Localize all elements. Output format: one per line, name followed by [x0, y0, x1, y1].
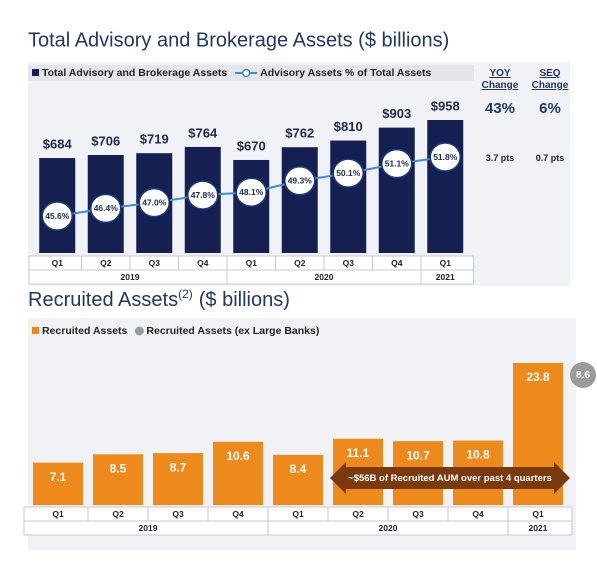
- legend-label: Advisory Assets % of Total Assets: [260, 67, 431, 79]
- line-marker: [187, 180, 219, 210]
- summary-value: 43%: [484, 100, 516, 117]
- title-part: Recruited Assets: [28, 289, 178, 311]
- bar: [330, 140, 367, 253]
- x-group-label: 2021: [436, 272, 455, 282]
- title-part: (2): [178, 287, 193, 301]
- bar: [93, 454, 143, 505]
- summary-header: SEQ Change: [531, 68, 569, 91]
- value-label: $670: [237, 138, 266, 153]
- bar: [281, 147, 318, 253]
- value-label: $762: [285, 126, 314, 141]
- bar: [273, 454, 323, 505]
- value-label: 23.8: [526, 370, 550, 384]
- chart-title: Total Advisory and Brokerage Assets ($ b…: [28, 29, 449, 51]
- x-group-label: 2020: [315, 272, 334, 282]
- annotation: ~$56B of Recruited AUM over past 4 quart…: [348, 473, 552, 484]
- badge: [570, 362, 596, 388]
- value-label: 49.3%: [288, 176, 313, 186]
- summary-value: 6%: [539, 100, 561, 117]
- x-tick-label: Q3: [149, 258, 161, 268]
- line-marker: [41, 201, 73, 231]
- legend-label: Total Advisory and Brokerage Assets: [42, 67, 227, 79]
- line-marker: [90, 193, 122, 224]
- title-part: ($ billions): [199, 289, 290, 311]
- x-tick-label: Q1: [246, 258, 258, 268]
- x-tick-label: Q1: [440, 258, 452, 268]
- value-label: $903: [382, 106, 411, 121]
- x-group-label: 2019: [139, 523, 158, 533]
- value-label: 51.1%: [385, 158, 410, 168]
- value-label: 48.1%: [239, 187, 264, 197]
- x-tick-label: Q3: [412, 509, 424, 519]
- summary-column: YOY Change 43% 3.7 pts: [477, 68, 523, 163]
- value-label: 47.8%: [191, 190, 216, 200]
- x-tick-label: Q4: [232, 509, 244, 519]
- legend-swatch: [32, 69, 39, 76]
- value-label: 8.4: [290, 462, 307, 476]
- legend-band: [28, 323, 570, 339]
- summary-column: SEQ Change 6% 0.7 pts: [527, 68, 573, 163]
- value-label: $706: [91, 133, 120, 148]
- summary-header: YOY Change: [481, 68, 519, 91]
- value-label: 51.8%: [433, 152, 458, 162]
- x-group-label: 2021: [529, 523, 548, 533]
- summary-value: 3.7 pts: [485, 153, 515, 163]
- line-marker: [332, 158, 364, 188]
- chart-title: Recruited Assets(2) ($ billions): [28, 287, 290, 311]
- value-label: 45.6%: [45, 211, 70, 221]
- legend-marker: [134, 326, 144, 336]
- value-label: 7.1: [50, 470, 67, 484]
- line-marker: [235, 177, 267, 207]
- line-marker: [381, 148, 413, 179]
- x-tick-label: Q3: [343, 258, 355, 268]
- legend-label: Recruited Assets (ex Large Banks): [146, 325, 319, 337]
- x-group-label: 2019: [121, 272, 140, 282]
- x-tick-label: Q1: [532, 509, 544, 519]
- value-label: 8.7: [170, 460, 187, 474]
- x-tick-label: Q4: [472, 509, 484, 519]
- legend-label: Recruited Assets: [42, 325, 128, 337]
- bar: [153, 453, 203, 505]
- value-label: $719: [140, 132, 169, 147]
- value-label: $764: [188, 125, 218, 140]
- value-label: 8.5: [110, 461, 127, 475]
- annotation-arrow: [330, 462, 570, 494]
- value-label: 11.1: [347, 446, 370, 460]
- x-group-label: 2020: [379, 523, 398, 533]
- bar: [33, 462, 83, 505]
- summary-value: 0.7 pts: [535, 153, 565, 163]
- value-label: 10.6: [226, 449, 250, 463]
- x-tick-label: Q4: [197, 258, 209, 268]
- x-tick-label: Q1: [292, 509, 304, 519]
- value-label: $684: [43, 136, 73, 151]
- x-tick-label: Q2: [352, 509, 364, 519]
- value-label: $810: [334, 119, 363, 134]
- value-label: $958: [431, 98, 460, 113]
- line-marker: [284, 166, 316, 196]
- bar: [213, 441, 263, 505]
- x-tick-label: Q2: [100, 258, 112, 268]
- badge-label: 8.6: [576, 370, 590, 381]
- value-label: 47.0%: [142, 197, 167, 207]
- value-label: 46.4%: [94, 203, 119, 213]
- bar: [378, 127, 415, 253]
- value-label: 50.1%: [336, 168, 361, 178]
- x-tick-label: Q2: [294, 258, 306, 268]
- x-tick-label: Q4: [391, 258, 403, 268]
- x-tick-label: Q1: [52, 509, 64, 519]
- x-tick-label: Q1: [52, 258, 64, 268]
- x-tick-label: Q3: [172, 509, 184, 519]
- bar: [427, 120, 464, 253]
- value-label: 10.8: [466, 448, 490, 462]
- value-label: 10.7: [406, 448, 430, 462]
- legend-swatch: [32, 327, 39, 334]
- line-marker: [429, 142, 461, 172]
- legend-marker: [241, 68, 251, 78]
- x-tick-label: Q2: [112, 509, 124, 519]
- line-marker: [138, 187, 170, 218]
